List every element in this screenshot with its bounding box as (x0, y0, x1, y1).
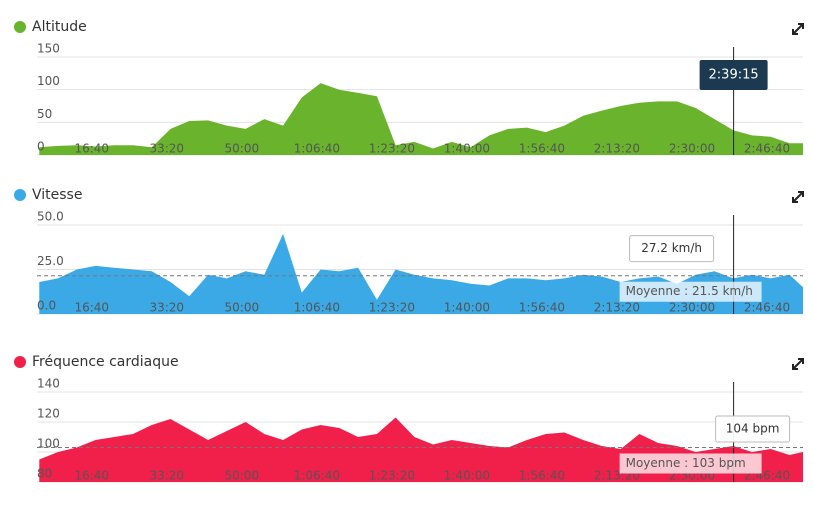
x-tick-label: 33:20 (149, 469, 184, 483)
x-tick-label: 2:13:20 (594, 301, 640, 315)
tooltip-text: 104 bpm (726, 422, 780, 436)
y-tick-label: 0 (37, 140, 45, 154)
y-tick-label: 100 (37, 437, 60, 451)
x-tick-label: 1:06:40 (294, 469, 340, 483)
average-label: Moyenne : 103 bpm (626, 456, 746, 470)
x-tick-label: 2:13:20 (594, 142, 640, 156)
chart-title: Vitesse (32, 187, 82, 203)
average-label-box (619, 453, 762, 474)
tooltip-box (629, 235, 715, 263)
area (39, 83, 804, 155)
x-tick-label: 50:00 (225, 469, 260, 483)
x-tick-label: 16:40 (74, 301, 109, 315)
x-tick-label: 1:23:20 (369, 142, 415, 156)
average-label: Moyenne : 21.5 km/h (626, 284, 753, 298)
y-tick-label: 150 (37, 42, 60, 56)
x-tick-label: 50:00 (225, 301, 260, 315)
y-tick-label: 50.0 (37, 210, 64, 224)
average-label-box (619, 281, 762, 302)
x-tick-label: 1:56:40 (519, 142, 565, 156)
expand-icon[interactable] (792, 23, 804, 370)
x-tick-label: 1:06:40 (294, 142, 340, 156)
legend-dot (14, 356, 26, 368)
y-tick-label: 80 (37, 467, 52, 481)
x-tick-label: 2:30:00 (669, 142, 715, 156)
chart-title: Fréquence cardiaque (32, 354, 179, 370)
x-tick-label: 2:30:00 (669, 301, 715, 315)
x-tick-label: 1:56:40 (519, 301, 565, 315)
x-tick-label: 33:20 (149, 301, 184, 315)
x-tick-label: 1:56:40 (519, 469, 565, 483)
y-tick-label: 120 (37, 407, 60, 421)
y-tick-label: 0.0 (37, 299, 56, 313)
area (39, 417, 804, 482)
y-tick-label: 50 (37, 107, 52, 121)
x-tick-label: 1:06:40 (294, 301, 340, 315)
y-tick-label: 140 (37, 377, 60, 391)
cursor-tooltip-box (699, 60, 768, 90)
legend-dot (14, 189, 26, 201)
x-tick-label: 1:40:00 (444, 469, 490, 483)
x-tick-label: 2:46:40 (744, 142, 790, 156)
chart-title: Altitude (32, 19, 87, 35)
x-tick-label: 16:40 (74, 469, 109, 483)
tooltip-box (715, 415, 791, 443)
x-tick-label: 16:40 (74, 142, 109, 156)
y-tick-label: 100 (37, 74, 60, 88)
area (39, 233, 804, 314)
x-tick-label: 2:46:40 (744, 301, 790, 315)
x-tick-label: 1:23:20 (369, 469, 415, 483)
x-tick-label: 1:40:00 (444, 142, 490, 156)
x-tick-label: 1:40:00 (444, 301, 490, 315)
tooltip-text: 27.2 km/h (641, 241, 702, 255)
legend-dot (14, 21, 26, 33)
x-tick-label: 50:00 (225, 142, 260, 156)
x-tick-label: 33:20 (149, 142, 184, 156)
y-tick-label: 25.0 (37, 254, 64, 268)
cursor-tooltip-text: 2:39:15 (709, 68, 759, 83)
x-tick-label: 1:23:20 (369, 301, 415, 315)
